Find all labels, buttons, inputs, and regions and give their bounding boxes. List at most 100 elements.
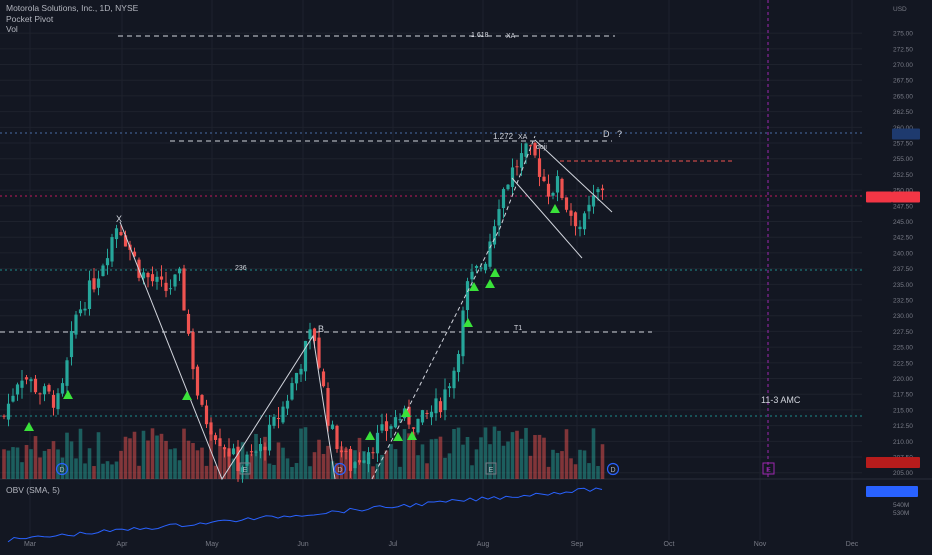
time-tick: Jul (389, 541, 398, 548)
volume-bar (402, 429, 407, 479)
symbol-title[interactable]: Motorola Solutions, Inc., 1D, NYSE (6, 3, 139, 13)
candle-up (479, 267, 483, 269)
channel-upper-line (534, 139, 613, 213)
volume-bar (6, 450, 11, 479)
candle-up (488, 241, 492, 267)
price-tick: 247.50 (893, 203, 913, 210)
volume-bar (596, 466, 600, 479)
price-tick: 255.00 (893, 156, 913, 163)
volume-bar (159, 433, 164, 479)
volume-bar (222, 447, 227, 479)
candle-up (465, 281, 470, 311)
candle-down (191, 331, 195, 370)
obv-legend[interactable]: OBV (SMA, 5) (6, 485, 60, 495)
price-tick: 232.50 (893, 298, 913, 305)
volume-bar (465, 436, 470, 479)
volume-bar (542, 437, 546, 479)
time-tick: Sep (571, 541, 584, 548)
volume-bar (173, 448, 177, 479)
volume-bar (411, 432, 416, 479)
candle-up (447, 386, 452, 389)
candle-up (6, 403, 11, 420)
candle-down (542, 176, 546, 182)
candle-up (587, 204, 591, 212)
price-tick: 262.50 (893, 109, 913, 116)
time-tick: Apr (117, 541, 129, 548)
dividend-marker (55, 462, 69, 476)
pocket-pivot-marker (401, 408, 411, 417)
label-xa-top: XA (506, 33, 516, 40)
candle-down (195, 366, 200, 396)
candle-down (357, 460, 362, 463)
volume-bar (24, 444, 29, 479)
volume-badge (866, 457, 920, 468)
candle-up (308, 329, 312, 340)
volume-bar (141, 430, 146, 479)
candle-up (87, 280, 92, 310)
candle-up (294, 372, 299, 384)
candle-up (105, 258, 110, 266)
volume-bar (510, 432, 515, 479)
candle-up (506, 184, 510, 190)
volume-bar (191, 443, 195, 479)
time-tick: Nov (754, 541, 767, 548)
volume-bar (420, 444, 425, 479)
volume-bar (87, 448, 92, 479)
candle-down (132, 251, 137, 257)
candle-up (177, 268, 182, 274)
candle-up (290, 383, 294, 400)
volume-bar (560, 451, 564, 479)
label-1272: 1.272 (493, 132, 514, 141)
volume-bar (182, 428, 186, 479)
candle-up (501, 189, 506, 209)
price-tick: 242.50 (893, 235, 913, 242)
volume-bar (326, 445, 330, 479)
pocket-pivot-marker (24, 422, 34, 431)
candle-up (497, 209, 501, 226)
price-tick: 252.50 (893, 172, 913, 179)
volume-bar (578, 449, 582, 479)
volume-bar (551, 449, 555, 479)
candle-up (470, 271, 474, 280)
volume-bar (447, 453, 452, 479)
volume-bar (146, 440, 150, 479)
dividend-marker (606, 462, 620, 476)
candle-up (60, 383, 65, 394)
candle-down (564, 197, 569, 210)
event-marker-label: D (59, 467, 64, 474)
volume-bar (330, 461, 335, 479)
indicator-label[interactable]: Pocket Pivot (6, 13, 54, 24)
pocket-pivot-marker (463, 318, 473, 327)
volume-bar (582, 450, 587, 479)
volume-bar (285, 458, 290, 479)
candle-up (168, 288, 173, 290)
candle-down (213, 435, 218, 440)
volume-bar (137, 465, 141, 479)
candle-down (92, 278, 96, 290)
volume-bar (573, 464, 578, 479)
candle-up (393, 417, 398, 428)
volume-bar (119, 450, 123, 479)
price-tick: 230.00 (893, 313, 913, 320)
candle-down (24, 377, 29, 380)
candle-down (33, 378, 38, 393)
volume-bar (164, 440, 168, 479)
volume-label[interactable]: Vol (6, 24, 18, 34)
candle-up (510, 167, 515, 188)
candle-up (78, 309, 83, 314)
volume-bar (186, 440, 191, 479)
volume-bar (78, 428, 83, 479)
volume-bar (528, 455, 533, 479)
volume-bar (258, 451, 263, 479)
candle-up (303, 340, 308, 372)
high-badge-box (892, 128, 920, 140)
pocket-pivot-marker (63, 390, 73, 399)
volume-bar (11, 447, 15, 479)
candle-down (276, 418, 281, 420)
price-tick: 217.50 (893, 392, 913, 399)
obv-badge (866, 486, 918, 497)
volume-bar (38, 457, 42, 479)
pocket-pivot-marker (550, 204, 560, 213)
